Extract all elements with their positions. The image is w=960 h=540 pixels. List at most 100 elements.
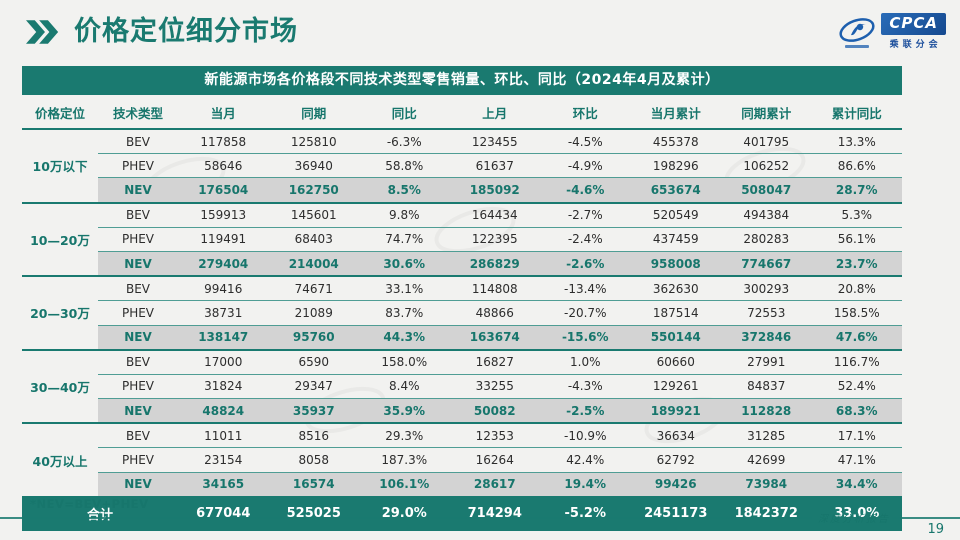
- cpca-logo: CPCA 乘联分会: [837, 13, 946, 53]
- price-segment-label: 40万以上: [22, 422, 98, 496]
- page-title: 价格定位细分市场: [74, 16, 298, 47]
- value-cell: 47.1%: [811, 447, 902, 473]
- value-cell: 74.7%: [359, 226, 450, 252]
- value-cell: 187514: [630, 300, 721, 325]
- tech-type-cell: BEV: [98, 275, 178, 301]
- table-row: NEV 48824 35937 35.9% 50082 -2.5% 189921 112828…: [22, 398, 902, 424]
- double-chevron-icon: [26, 20, 59, 44]
- value-cell: 550144: [630, 324, 721, 350]
- value-cell: 84837: [721, 373, 812, 399]
- value-cell: -2.7%: [540, 201, 631, 228]
- header-row: 价格定位 技术类型 当月 同期 同比 上月 环比 当月累计 同期累计 累计同比: [22, 98, 902, 130]
- page-number: 19: [927, 522, 944, 537]
- column-header: 同期: [268, 98, 359, 130]
- value-cell: 56.1%: [811, 226, 902, 252]
- value-cell: 61637: [449, 153, 540, 178]
- value-cell: 9.8%: [359, 201, 450, 228]
- column-header: 上月: [449, 98, 540, 130]
- value-cell: 774667: [721, 250, 812, 277]
- total-value-cell: 1842372: [721, 495, 812, 531]
- column-header: 价格定位: [22, 98, 98, 130]
- value-cell: 164434: [449, 201, 540, 228]
- value-cell: 159913: [178, 201, 269, 228]
- tech-type-cell: PHEV: [98, 447, 178, 473]
- value-cell: -4.6%: [540, 177, 631, 203]
- table-row: 20—30万 BEV 99416 74671 33.1% 114808 -13.4% 3626…: [22, 275, 902, 350]
- footer-rule-left: [0, 517, 812, 519]
- value-cell: 31824: [178, 373, 269, 399]
- table-row: 30—40万 BEV 17000 6590 158.0% 16827 1.0% 60660 27…: [22, 348, 902, 424]
- value-cell: 73984: [721, 471, 812, 496]
- value-cell: 99416: [178, 275, 269, 301]
- value-cell: 112828: [721, 398, 812, 424]
- value-cell: 494384: [721, 201, 812, 228]
- column-header: 同比: [359, 98, 450, 130]
- value-cell: 8516: [268, 422, 359, 448]
- value-cell: 8.5%: [359, 177, 450, 203]
- value-cell: 286829: [449, 250, 540, 277]
- value-cell: 214004: [268, 250, 359, 277]
- tech-type-cell: NEV: [98, 398, 178, 424]
- total-row: 合计 677044 525025 29.0% 714294 -5.2% 2451173 184…: [22, 495, 902, 531]
- value-cell: 36940: [268, 153, 359, 178]
- value-cell: 145601: [268, 201, 359, 228]
- value-cell: 35937: [268, 398, 359, 424]
- value-cell: 48866: [449, 300, 540, 325]
- column-header: 技术类型: [98, 98, 178, 130]
- table-row: NEV 138147 95760 44.3% 163674 -15.6% 550144 372…: [22, 324, 902, 350]
- value-cell: 23154: [178, 447, 269, 473]
- total-value-cell: 525025: [268, 495, 359, 531]
- value-cell: 653674: [630, 177, 721, 203]
- value-cell: 23.7%: [811, 250, 902, 277]
- value-cell: 16574: [268, 471, 359, 496]
- table-row: 40万以上 BEV 11011 8516 29.3% 12353 -10.9% 36634 31…: [22, 422, 902, 496]
- value-cell: -2.4%: [540, 226, 631, 252]
- total-label: 合计: [22, 495, 178, 531]
- table-row: NEV 176504 162750 8.5% 185092 -4.6% 653674 5080…: [22, 177, 902, 203]
- value-cell: -2.5%: [540, 398, 631, 424]
- price-segment-table: 价格定位 技术类型 当月 同期 同比 上月 环比 当月累计 同期累计 累计同比 10万以下 BEV 1…: [22, 98, 902, 531]
- tech-type-cell: BEV: [98, 422, 178, 448]
- cpca-sub-label: 乘联分会: [889, 40, 942, 50]
- value-cell: 12353: [449, 422, 540, 448]
- total-value-cell: 2451173: [630, 495, 721, 531]
- value-cell: 19.4%: [540, 471, 631, 496]
- value-cell: 508047: [721, 177, 812, 203]
- value-cell: 99426: [630, 471, 721, 496]
- table-row: PHEV 31824 29347 8.4% 33255 -4.3% 129261 84837 5…: [22, 373, 902, 399]
- value-cell: 50082: [449, 398, 540, 424]
- value-cell: 401795: [721, 128, 812, 154]
- tech-type-cell: BEV: [98, 201, 178, 228]
- value-cell: -4.5%: [540, 128, 631, 154]
- value-cell: 68403: [268, 226, 359, 252]
- value-cell: 62792: [630, 447, 721, 473]
- value-cell: 958008: [630, 250, 721, 277]
- cpca-swirl-icon: [839, 18, 875, 48]
- value-cell: 16264: [449, 447, 540, 473]
- table-row: PHEV 119491 68403 74.7% 122395 -2.4% 437459 280…: [22, 226, 902, 252]
- value-cell: 33255: [449, 373, 540, 399]
- value-cell: -20.7%: [540, 300, 631, 325]
- value-cell: 30.6%: [359, 250, 450, 277]
- value-cell: 52.4%: [811, 373, 902, 399]
- price-segment-label: 30—40万: [22, 348, 98, 424]
- value-cell: 520549: [630, 201, 721, 228]
- value-cell: 198296: [630, 153, 721, 178]
- value-cell: 1.0%: [540, 348, 631, 375]
- value-cell: 117858: [178, 128, 269, 154]
- value-cell: 38731: [178, 300, 269, 325]
- column-header: 环比: [540, 98, 631, 130]
- value-cell: 11011: [178, 422, 269, 448]
- value-cell: 36634: [630, 422, 721, 448]
- value-cell: 29347: [268, 373, 359, 399]
- value-cell: 48824: [178, 398, 269, 424]
- value-cell: 279404: [178, 250, 269, 277]
- slide-header: 价格定位细分市场: [26, 16, 298, 48]
- value-cell: 437459: [630, 226, 721, 252]
- value-cell: 119491: [178, 226, 269, 252]
- value-cell: 185092: [449, 177, 540, 203]
- table-row: 10—20万 BEV 159913 145601 9.8% 164434 -2.7% 5205…: [22, 201, 902, 277]
- table-caption: 新能源市场各价格段不同技术类型零售销量、环比、同比（2024年4月及累计）: [22, 66, 902, 95]
- value-cell: 163674: [449, 324, 540, 350]
- value-cell: 47.6%: [811, 324, 902, 350]
